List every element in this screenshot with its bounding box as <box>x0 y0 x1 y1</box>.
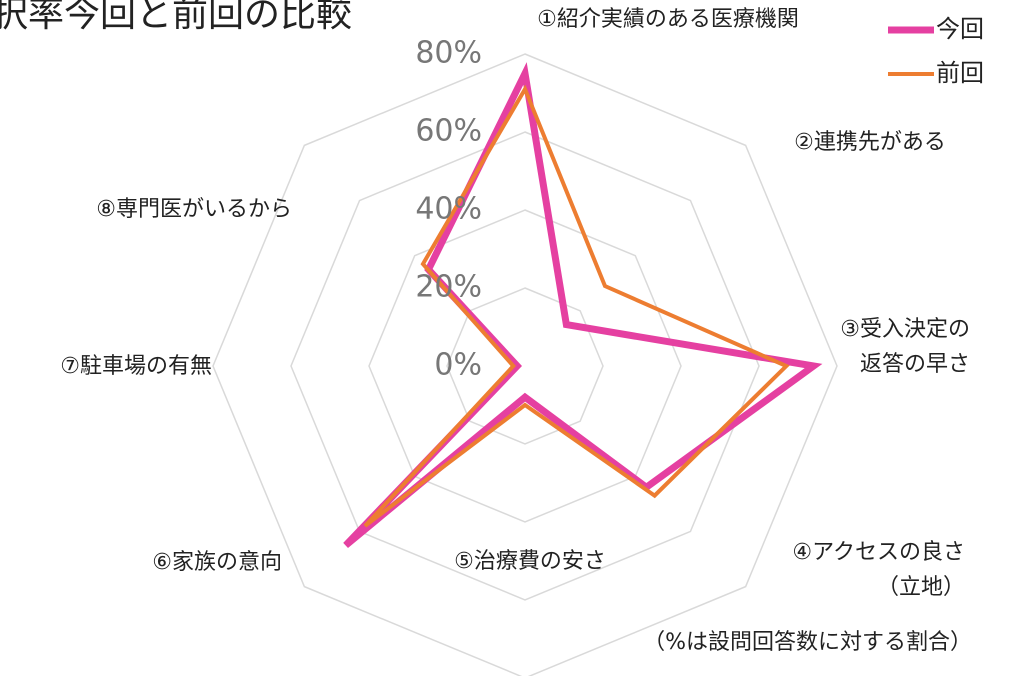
legend-label: 今回 <box>936 15 984 43</box>
tick-label: 80% <box>415 36 482 71</box>
category-label: ③受入決定の返答の早さ <box>840 317 970 377</box>
tick-label: 20% <box>415 270 482 305</box>
grid-ring <box>368 209 682 523</box>
tick-label: 0% <box>434 348 482 383</box>
category-label: ⑦駐車場の有無 <box>60 354 212 379</box>
series-line <box>363 84 790 528</box>
category-label: ⑥家族の意向 <box>152 550 282 575</box>
grid-ring <box>290 131 760 601</box>
grid-ring <box>212 53 838 676</box>
category-label: ④アクセスの良さ（立地） <box>792 540 965 600</box>
legend-label: 前回 <box>936 59 984 87</box>
annotation: （%は設問回答数に対する割合） <box>643 630 972 655</box>
tick-label: 60% <box>415 114 482 149</box>
category-label: ②連携先がある <box>794 130 946 155</box>
category-label: ⑤治療費の安さ <box>454 549 606 574</box>
category-label: ①紹介実績のある医療機関 <box>537 7 799 32</box>
category-label: ⑧専門医がいるから <box>96 197 292 222</box>
tick-label: 40% <box>415 192 482 227</box>
chart-title: 択率今回と前回の比較 <box>0 0 352 35</box>
